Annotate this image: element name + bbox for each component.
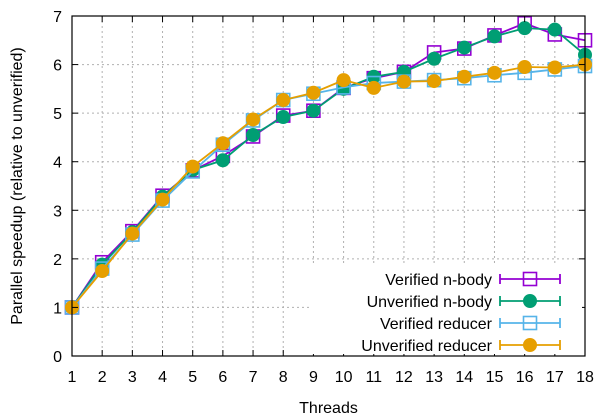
x-tick-label: 7	[249, 369, 258, 386]
y-tick-label: 7	[53, 9, 62, 26]
data-point	[246, 128, 261, 142]
y-tick-label: 3	[53, 203, 62, 220]
x-tick-label: 6	[218, 369, 227, 386]
data-point	[215, 136, 230, 151]
x-tick-label: 18	[576, 369, 594, 386]
x-tick-label: 8	[279, 369, 288, 386]
y-tick-label: 5	[53, 106, 62, 123]
y-tick-label: 0	[53, 349, 62, 366]
x-axis-label: Threads	[299, 400, 358, 417]
data-point	[457, 69, 472, 84]
x-tick-label: 16	[516, 369, 534, 386]
x-tick-label: 15	[486, 369, 504, 386]
legend-marker	[523, 294, 537, 308]
x-tick-label: 11	[365, 369, 382, 386]
legend-marker	[522, 271, 538, 287]
x-tick-label: 14	[455, 369, 473, 386]
x-tick-label: 2	[98, 369, 107, 386]
data-point	[517, 21, 532, 36]
data-point	[487, 65, 502, 80]
data-point	[457, 40, 472, 55]
legend-label: Unverified reducer	[361, 338, 492, 355]
x-tick-label: 13	[425, 369, 443, 386]
y-axis-label: Parallel speedup (relative to unverified…	[9, 47, 26, 324]
data-point	[517, 60, 532, 74]
data-point	[155, 192, 170, 207]
x-tick-label: 4	[158, 369, 167, 386]
data-point	[396, 74, 411, 89]
data-point	[306, 85, 321, 100]
data-point	[427, 74, 442, 89]
data-point	[547, 60, 562, 75]
data-point	[306, 103, 321, 118]
data-point	[276, 110, 291, 125]
legend: Verified n-body Unverified n-body Verified…	[312, 264, 582, 355]
data-point	[427, 51, 442, 66]
y-tick-label: 1	[53, 300, 62, 317]
plot-frame	[71, 15, 586, 357]
y-tick-label: 6	[53, 58, 62, 75]
legend-marker	[523, 338, 537, 352]
legend-label: Verified n-body	[385, 272, 492, 289]
data-point	[276, 93, 291, 108]
data-point	[185, 159, 200, 174]
data-point	[95, 264, 110, 278]
x-tick-label: 9	[309, 369, 318, 386]
legend-marker	[522, 315, 538, 331]
y-tick-label: 4	[53, 155, 62, 172]
x-tick-label: 3	[128, 369, 137, 386]
data-point	[487, 29, 502, 44]
x-tick-label: 12	[395, 369, 413, 386]
x-tick-label: 1	[68, 369, 77, 386]
data-point	[246, 112, 261, 127]
data-point	[366, 80, 381, 95]
data-point	[336, 73, 351, 88]
legend-label: Unverified n-body	[367, 294, 492, 311]
y-tick-label: 2	[53, 252, 62, 269]
x-tick-label: 17	[546, 369, 564, 386]
data-point	[547, 22, 562, 37]
x-tick-label: 10	[335, 369, 353, 386]
legend-label: Verified reducer	[380, 316, 493, 333]
data-point	[215, 153, 230, 168]
data-point	[125, 226, 140, 241]
x-tick-label: 5	[188, 369, 197, 386]
